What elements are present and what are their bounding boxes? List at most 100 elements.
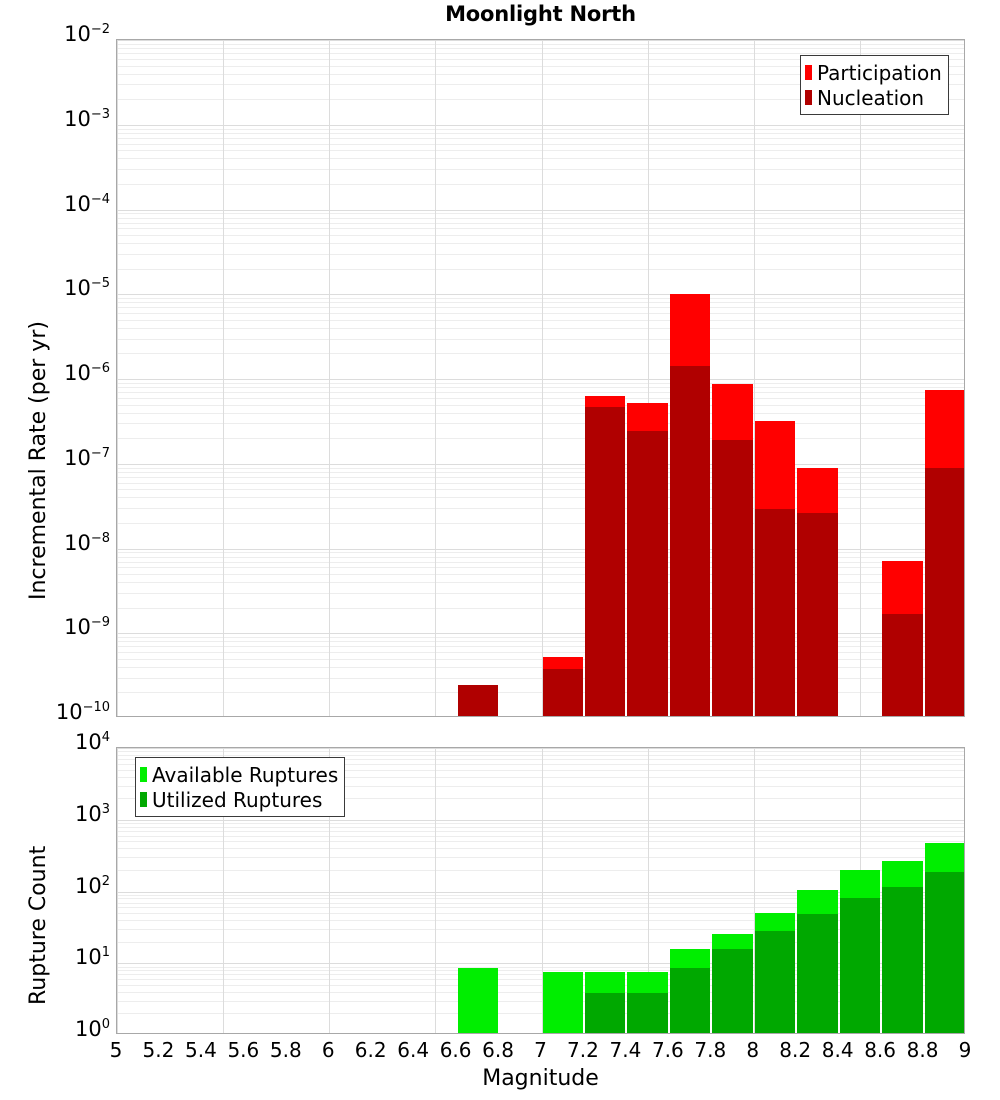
gridline-h: [117, 1000, 964, 1002]
gridline-h: [117, 920, 964, 922]
page-title: Moonlight North: [445, 2, 636, 26]
y-tick-label: 101: [74, 945, 110, 970]
gridline-h: [117, 298, 964, 300]
gridline-h: [117, 902, 964, 904]
gridline-h: [117, 73, 964, 75]
gridline-h: [117, 835, 964, 837]
y-tick-label: 10−2: [64, 22, 110, 46]
y-tick-label: 10−3: [64, 106, 110, 131]
gridline-h: [117, 692, 964, 694]
gridline-h: [117, 574, 964, 575]
gridline-v: [329, 748, 331, 1033]
gridline-h: [117, 607, 964, 609]
bar-segment-lower: [882, 613, 923, 716]
nucleation-swatch-icon: [805, 90, 812, 105]
y-tick-label: 10−8: [64, 530, 110, 555]
gridline-h: [117, 567, 964, 569]
gridline-h: [117, 268, 964, 270]
x-tick-label: 8.2: [779, 1038, 812, 1062]
gridline-h: [117, 830, 964, 832]
x-tick-label: 8: [746, 1038, 760, 1062]
gridline-h: [117, 769, 964, 771]
gridline-h: [117, 48, 964, 50]
gridline-h: [117, 891, 964, 893]
bar-segment-lower: [627, 431, 668, 716]
gridline-h: [117, 974, 964, 976]
x-tick-label: 5.6: [227, 1038, 260, 1062]
gridline-h: [117, 128, 964, 130]
gridline-h: [117, 463, 964, 465]
gridline-h: [117, 99, 964, 101]
bar: [457, 685, 499, 716]
gridline-h: [117, 552, 964, 554]
gridline-v: [647, 40, 649, 716]
gridline-v: [647, 748, 649, 1033]
gridline-h: [117, 869, 964, 871]
gridline-h: [117, 209, 964, 211]
legend-item-available-ruptures[interactable]: Available Ruptures: [140, 762, 338, 787]
gridline-h: [117, 471, 964, 473]
y-tick-label: 102: [74, 873, 110, 898]
bar: [712, 383, 753, 716]
gridline-h: [117, 213, 964, 215]
legend-incremental-rate: Participation Nucleation: [800, 55, 949, 115]
gridline-h: [117, 319, 964, 321]
gridline-h: [117, 302, 964, 304]
x-tick-label: 8.8: [906, 1038, 939, 1062]
x-tick-label: 5.4: [184, 1038, 217, 1062]
gridline-h: [117, 582, 964, 584]
gridline-v: [223, 748, 225, 1033]
legend-item-participation[interactable]: Participation: [805, 60, 942, 85]
gridline-h: [117, 497, 964, 499]
gridline-h: [117, 169, 964, 171]
bar: [542, 972, 583, 1033]
gridline-h: [117, 963, 964, 965]
gridline-h: [117, 984, 964, 986]
gridline-v: [117, 748, 118, 1033]
incremental-rate-plot: [116, 39, 965, 717]
legend-item-nucleation[interactable]: Nucleation: [805, 85, 942, 110]
bar-segment-lower: [797, 914, 838, 1033]
bar-segment-lower: [882, 886, 923, 1033]
gridline-h: [117, 423, 964, 425]
gridline-h: [117, 132, 964, 134]
gridline-v: [541, 748, 543, 1033]
bar: [584, 972, 626, 1033]
gridline-h: [117, 253, 964, 255]
y-tick-label: 10−7: [64, 445, 110, 470]
grid-bottom: [117, 748, 964, 1033]
gridline-v: [859, 40, 861, 716]
bar-segment-lower: [839, 898, 881, 1033]
gridline-h: [117, 158, 964, 160]
gridline-h: [117, 228, 964, 230]
y-tick-label: 10−10: [55, 700, 110, 724]
gridline-h: [117, 556, 964, 558]
legend-label-available-ruptures: Available Ruptures: [152, 762, 339, 787]
bar: [627, 402, 668, 716]
gridline-h: [117, 898, 964, 900]
gridline-h: [117, 353, 964, 355]
x-tick-label: 9: [958, 1038, 972, 1062]
gridline-h: [117, 751, 964, 753]
gridline-h: [117, 476, 964, 478]
gridline-h: [117, 387, 964, 389]
bar-segment-lower: [542, 668, 583, 716]
bars-bottom: [117, 748, 964, 1033]
gridline-h: [117, 633, 964, 635]
gridline-h: [117, 894, 964, 896]
available-ruptures-swatch-icon: [140, 767, 147, 782]
gridline-h: [117, 40, 964, 41]
bar: [839, 869, 881, 1033]
x-tick-label: 6.2: [354, 1038, 387, 1062]
gridline-h: [117, 183, 964, 185]
gridline-h: [117, 913, 964, 915]
gridline-h: [117, 823, 964, 825]
legend-item-utilized-ruptures[interactable]: Utilized Ruptures: [140, 787, 338, 812]
gridline-h: [117, 124, 964, 126]
gridline-h: [117, 43, 964, 45]
gridline-h: [117, 979, 964, 981]
gridline-h: [117, 759, 964, 761]
gridline-v: [541, 40, 543, 716]
bar-segment-lower: [584, 407, 626, 716]
bar-segment-lower: [754, 931, 796, 1033]
